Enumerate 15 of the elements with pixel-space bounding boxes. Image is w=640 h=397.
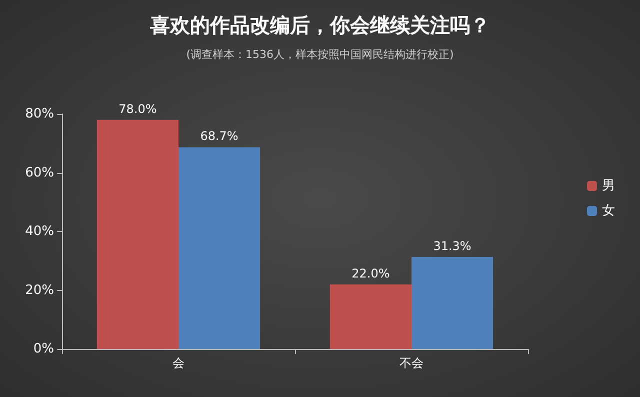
x-tick-label: 会 [172, 356, 184, 370]
y-tick-label: 0% [33, 342, 54, 356]
data-label: 31.3% [433, 239, 472, 254]
chart-title: 喜欢的作品改编后，你会继续关注吗？ [149, 13, 490, 37]
y-tick-label: 80% [25, 106, 54, 122]
y-tick-label: 40% [25, 224, 54, 239]
chart-subtitle: (调查样本：1536人，样本按照中国网民结构进行校正) [186, 48, 454, 61]
data-label: 22.0% [352, 266, 390, 280]
y-tick-label: 60% [25, 165, 54, 180]
x-tick-label: 不会 [400, 356, 424, 370]
data-label: 78.0% [118, 102, 157, 116]
legend-label: 女 [602, 204, 615, 218]
data-label: 68.7% [200, 129, 238, 144]
y-tick-label: 20% [25, 282, 54, 298]
legend-label: 男 [602, 178, 615, 194]
